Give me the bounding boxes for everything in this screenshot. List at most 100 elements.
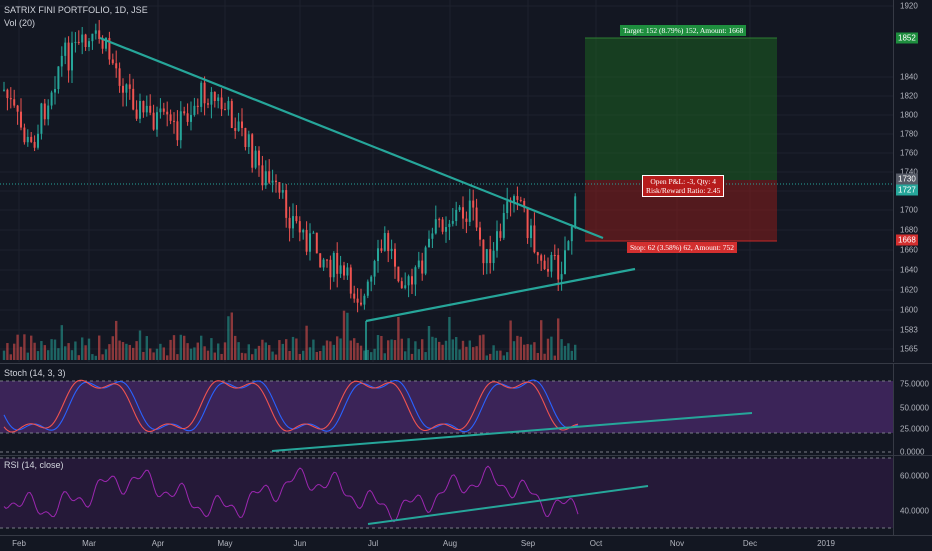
- volume-bar: [570, 350, 573, 360]
- candle-body: [482, 239, 485, 264]
- volume-bar: [380, 335, 383, 360]
- volume-bar: [152, 352, 155, 360]
- candle-body: [448, 223, 451, 228]
- volume-bar: [67, 343, 70, 360]
- volume-bar: [540, 320, 543, 360]
- volume-bar: [295, 338, 298, 360]
- volume-bar: [257, 345, 261, 360]
- candle-body: [298, 221, 301, 233]
- volume-bar: [115, 320, 118, 360]
- volume-bar: [40, 341, 43, 360]
- candle-body: [264, 171, 267, 186]
- candle-body: [326, 259, 328, 261]
- stoch-pane[interactable]: Stoch (14, 3, 3): [0, 363, 893, 456]
- candle-body: [499, 231, 502, 238]
- volume-bar: [19, 346, 23, 360]
- volume-bar: [91, 354, 94, 360]
- candle-body: [40, 103, 43, 134]
- candle-body: [125, 84, 128, 93]
- price-tick: 1620: [900, 285, 918, 295]
- time-label: May: [217, 539, 233, 548]
- candle-body: [404, 285, 407, 289]
- stoch-axis[interactable]: 75.0000 50.0000 25.0000 0.0000: [893, 363, 932, 457]
- candle-body: [23, 127, 26, 143]
- candle-body: [394, 248, 396, 267]
- volume-bar: [366, 349, 369, 360]
- time-label: Aug: [442, 539, 458, 548]
- volume-bar: [30, 335, 33, 360]
- price-tick: 1840: [900, 72, 918, 82]
- candle-body: [156, 112, 158, 130]
- candle-body: [241, 121, 243, 128]
- volume-bar: [145, 336, 148, 360]
- volume-bar: [458, 349, 461, 360]
- volume-bar: [57, 348, 60, 360]
- volume-bar: [261, 339, 264, 360]
- stop-label: Stop: 62 (3.58%) 62, Amount: 752: [627, 242, 737, 253]
- volume-bar: [179, 334, 182, 360]
- candle-body: [411, 276, 413, 285]
- stoch-chart[interactable]: [0, 364, 893, 456]
- volume-bar: [376, 335, 380, 360]
- candle-body: [20, 111, 22, 128]
- volume-bar: [70, 350, 74, 360]
- stoch-trendline: [271, 412, 753, 452]
- candle-body: [315, 232, 318, 254]
- volume-bar: [251, 354, 254, 360]
- volume-bar: [81, 337, 84, 360]
- candle-body: [462, 207, 464, 219]
- volume-bar: [506, 352, 509, 360]
- time-label: Oct: [589, 539, 603, 548]
- candle-body: [434, 219, 437, 234]
- volume-bar: [363, 350, 366, 360]
- volume-bar: [526, 344, 529, 360]
- volume-bar: [404, 351, 407, 360]
- candle-body: [179, 111, 182, 141]
- volume-bar: [206, 350, 210, 360]
- time-axis[interactable]: [0, 535, 932, 551]
- volume-bar: [492, 345, 495, 360]
- candle-body: [339, 265, 342, 274]
- price-tick: 1740: [900, 167, 918, 177]
- rsi-axis[interactable]: 60.0000 40.0000: [893, 455, 932, 536]
- candle-body: [343, 265, 345, 276]
- volume-bar: [489, 353, 492, 360]
- price-tick: 1680: [900, 225, 918, 235]
- volume-bar: [111, 336, 114, 360]
- volume-bar: [210, 338, 213, 360]
- price-chart[interactable]: [0, 0, 893, 362]
- time-label: Apr: [151, 539, 165, 548]
- candle-body: [6, 89, 9, 99]
- volume-bar: [53, 339, 57, 360]
- volume-bar: [6, 343, 9, 360]
- candle-body: [400, 281, 403, 289]
- candle-body: [37, 133, 39, 148]
- candle-body: [472, 200, 475, 208]
- volume-bar: [172, 335, 176, 360]
- candle-body: [3, 89, 5, 91]
- volume-bar: [485, 355, 488, 360]
- rsi-chart[interactable]: [0, 456, 893, 536]
- candle-body: [244, 127, 247, 148]
- candle-body: [227, 101, 230, 110]
- candle-body: [71, 42, 73, 71]
- candle-body: [159, 108, 162, 113]
- stoch-tick: 0.0000: [900, 447, 925, 457]
- candle-body: [421, 260, 424, 274]
- volume-bar: [162, 347, 165, 360]
- candle-body: [438, 219, 441, 221]
- candle-body: [380, 248, 383, 251]
- candle-body: [557, 255, 560, 280]
- candle-body: [519, 199, 522, 201]
- volume-bar: [387, 340, 390, 360]
- current-price-badge: 1727: [896, 184, 918, 196]
- volume-bar: [298, 353, 301, 360]
- rsi-pane[interactable]: RSI (14, close): [0, 455, 893, 536]
- volume-bar: [424, 352, 427, 360]
- price-axis[interactable]: 1920184018201800178017601740172017001680…: [893, 0, 932, 362]
- candle-body: [57, 66, 60, 90]
- candle-body: [275, 180, 277, 183]
- volume-bar: [329, 341, 332, 360]
- price-pane[interactable]: SATRIX FINI PORTFOLIO, 1D, JSE Vol (20) …: [0, 0, 893, 362]
- stop-price-badge: 1668: [896, 234, 918, 246]
